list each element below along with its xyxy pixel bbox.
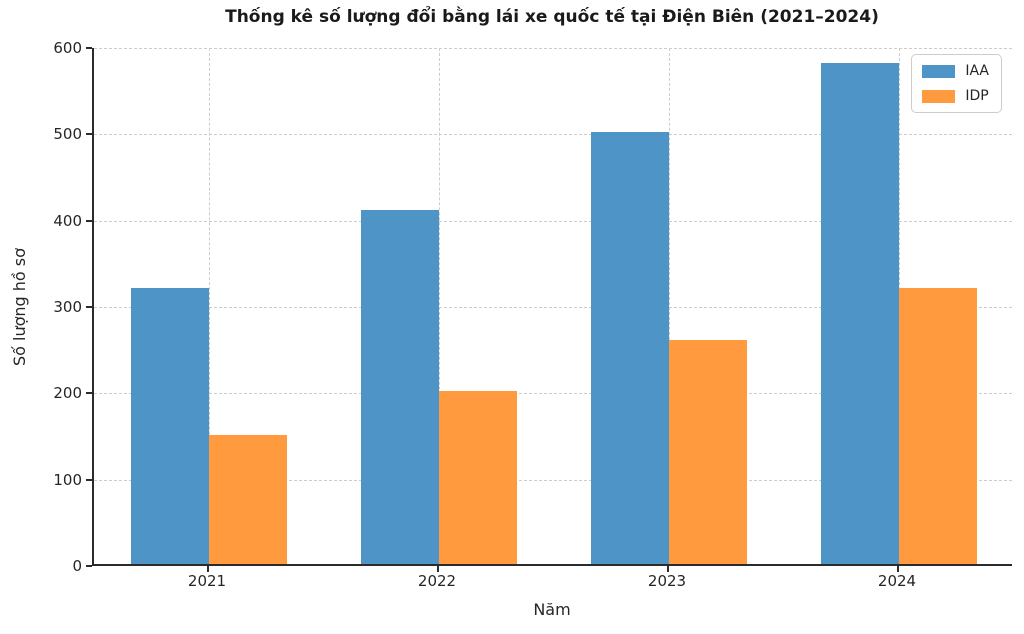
legend: IAA IDP — [911, 54, 1002, 113]
x-tick-label-2024: 2024 — [877, 572, 917, 590]
legend-label-IAA: IAA — [965, 63, 989, 79]
v-gridline-2022 — [439, 48, 440, 564]
y-tick-label-200: 200 — [53, 384, 82, 403]
y-tick-mark-400 — [86, 219, 92, 222]
bar-IAA-2022 — [361, 210, 439, 564]
legend-item-IAA: IAA — [922, 63, 989, 79]
h-gridline-100 — [94, 479, 1012, 481]
bar-IAA-2023 — [591, 132, 669, 564]
legend-item-IDP: IDP — [922, 88, 989, 104]
x-tick-label-2022: 2022 — [417, 572, 457, 590]
chart-title: Thống kê số lượng đổi bằng lái xe quốc t… — [225, 7, 879, 27]
v-gridline-2021 — [209, 48, 210, 564]
y-tick-label-0: 0 — [72, 557, 82, 575]
h-gridline-400 — [94, 220, 1012, 222]
x-tick-mark-2022 — [437, 566, 439, 572]
y-tick-label-300: 300 — [53, 298, 82, 316]
bar-IAA-2024 — [821, 63, 899, 564]
y-tick-label-100: 100 — [53, 470, 82, 489]
y-tick-mark-500 — [86, 133, 92, 136]
y-axis-label: Số lượng hồ sơ — [10, 248, 29, 366]
h-gridline-600 — [94, 48, 1012, 49]
y-tick-label-600: 600 — [53, 39, 82, 57]
bar-IDP-2022 — [439, 391, 517, 564]
bar-IDP-2024 — [899, 287, 977, 564]
bar-IDP-2023 — [669, 339, 747, 564]
y-tick-mark-100 — [86, 478, 92, 481]
plot-area: IAA IDP — [92, 48, 1012, 566]
x-tick-mark-2021 — [207, 566, 209, 572]
v-gridline-2023 — [669, 48, 670, 564]
bar-IDP-2021 — [209, 434, 287, 564]
y-tick-label-400: 400 — [53, 211, 82, 230]
y-tick-mark-300 — [86, 306, 92, 308]
x-tick-mark-2023 — [667, 566, 669, 572]
x-tick-label-2021: 2021 — [187, 572, 227, 590]
h-gridline-200 — [94, 393, 1012, 395]
h-gridline-300 — [94, 307, 1012, 308]
legend-swatch-IDP — [922, 89, 956, 103]
legend-label-IDP: IDP — [965, 88, 989, 104]
h-gridline-500 — [94, 134, 1012, 136]
x-tick-mark-2024 — [897, 566, 899, 572]
y-tick-mark-200 — [86, 392, 92, 395]
legend-swatch-IAA — [922, 64, 956, 78]
x-axis-label: Năm — [533, 600, 571, 619]
y-tick-label-500: 500 — [53, 125, 82, 144]
y-tick-mark-0 — [86, 565, 92, 567]
x-tick-label-2023: 2023 — [647, 572, 687, 590]
y-tick-mark-600 — [86, 47, 92, 49]
bar-IAA-2021 — [131, 287, 209, 564]
